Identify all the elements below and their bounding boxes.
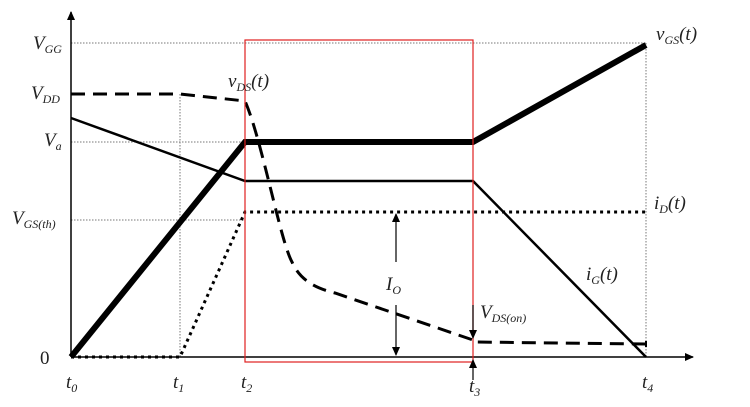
label-t4: t4 [642, 372, 653, 395]
label-ig: iG(t) [586, 264, 618, 287]
label-vdd: VDD [31, 83, 60, 106]
ig-curve [70, 116, 647, 358]
label-zero: 0 [40, 348, 50, 369]
label-vgg: VGG [33, 33, 62, 56]
label-io: IO [385, 274, 401, 297]
label-t1: t1 [173, 372, 184, 395]
label-id: iD(t) [654, 193, 686, 216]
label-t2: t2 [241, 372, 252, 395]
label-vgs: vGS(t) [656, 24, 697, 47]
vgs-curve [68, 42, 648, 359]
label-va: Va [44, 130, 62, 153]
guide-lines [71, 42, 647, 357]
id-curve [71, 210, 646, 359]
label-t0: t0 [66, 372, 77, 395]
label-vgsth: VGS(th) [12, 208, 56, 231]
label-vdson: VDS(on) [480, 302, 526, 325]
highlight-box [244, 39, 474, 363]
vds-curve [71, 92, 647, 346]
label-vds: vDS(t) [228, 71, 269, 94]
label-t3: t3 [469, 376, 480, 399]
